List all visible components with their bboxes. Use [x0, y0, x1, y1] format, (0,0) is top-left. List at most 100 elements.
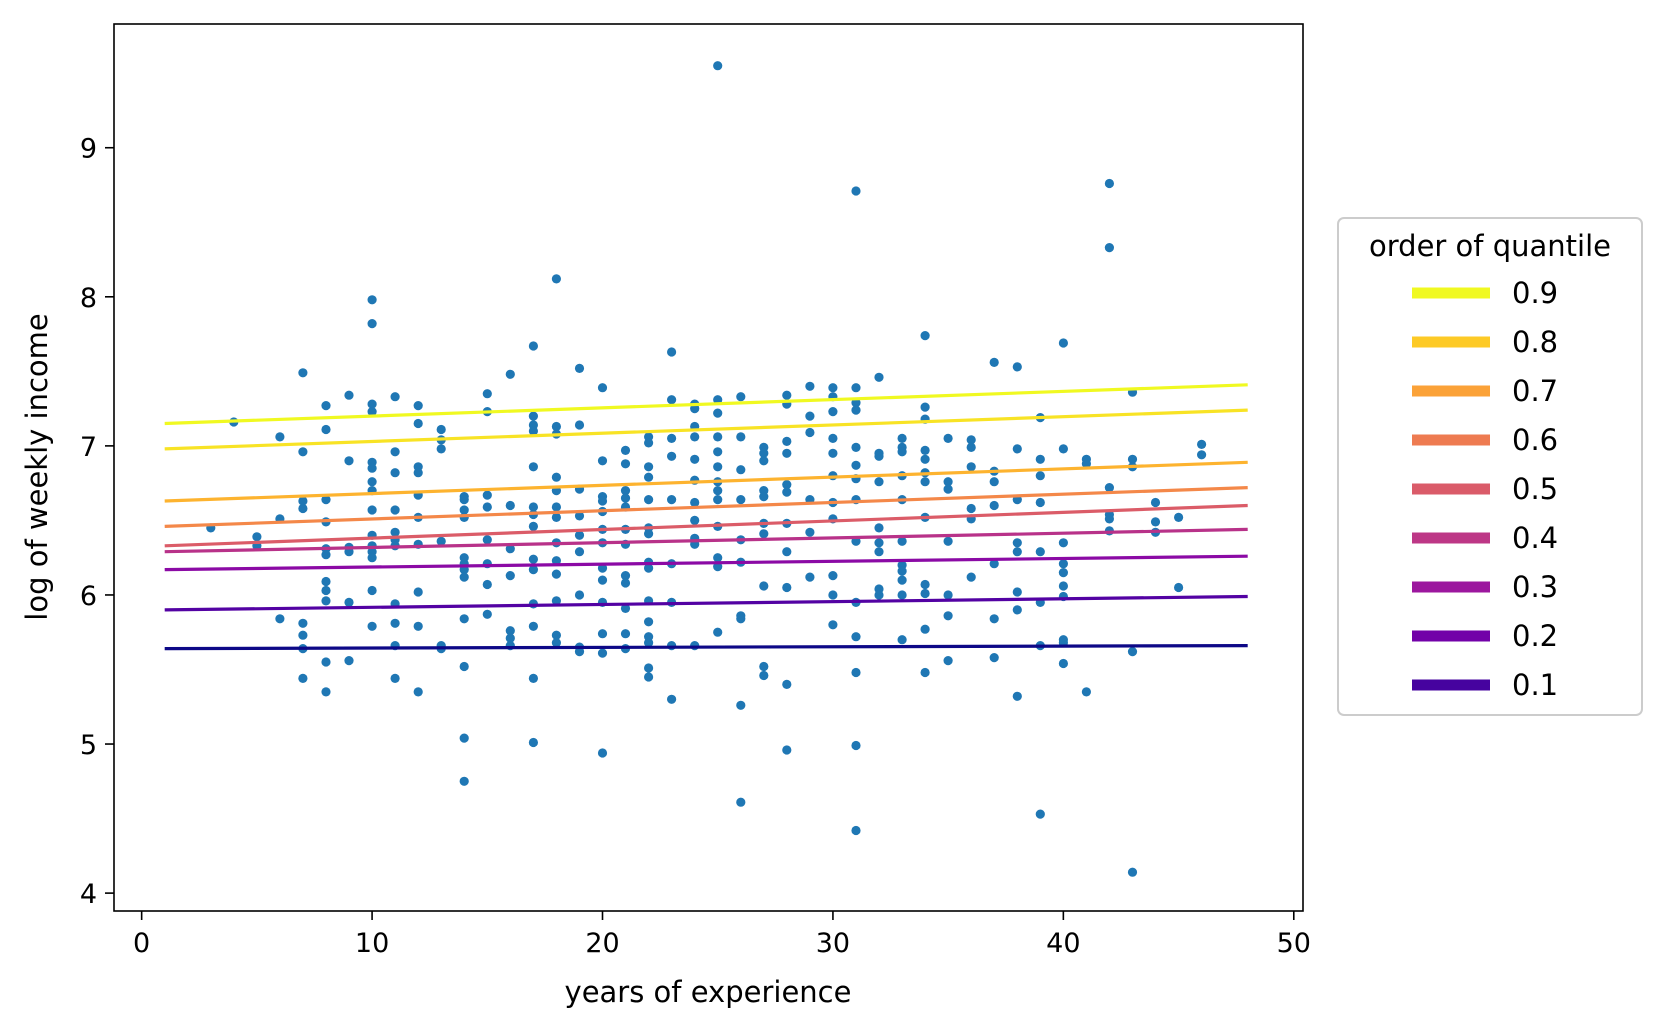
data-point — [597, 629, 608, 639]
data-point — [528, 462, 539, 472]
data-point — [551, 569, 562, 579]
data-point — [620, 578, 631, 588]
data-point — [321, 585, 331, 596]
data-point — [298, 496, 308, 506]
data-point — [275, 432, 285, 442]
data-point — [482, 609, 492, 619]
y-axis-label: log of weekly income — [20, 313, 54, 620]
data-point — [574, 420, 585, 430]
data-point — [1127, 454, 1138, 464]
data-point — [390, 505, 400, 515]
data-point — [620, 459, 631, 469]
data-point — [874, 547, 884, 557]
data-point — [1012, 605, 1022, 615]
data-point — [367, 553, 377, 563]
data-point — [1012, 362, 1022, 372]
data-point — [690, 497, 700, 508]
data-point — [989, 357, 999, 367]
y-tick-label: 8 — [80, 283, 97, 314]
data-point — [759, 670, 769, 681]
data-point — [597, 748, 608, 758]
data-point — [321, 401, 331, 411]
data-point — [620, 445, 631, 455]
data-point — [644, 438, 654, 448]
data-point — [482, 579, 492, 590]
data-point — [805, 527, 815, 537]
data-point — [1127, 867, 1138, 877]
data-point — [436, 536, 446, 546]
data-point — [298, 673, 308, 684]
data-point — [782, 487, 792, 497]
legend-label-0.3: 0.3 — [1512, 570, 1558, 604]
data-point — [505, 369, 515, 379]
data-point — [482, 490, 492, 500]
data-point — [805, 411, 815, 421]
data-point — [321, 495, 331, 505]
data-point — [1058, 444, 1068, 454]
data-point — [1058, 538, 1068, 548]
data-point — [713, 627, 723, 637]
data-point — [966, 435, 976, 445]
data-point — [459, 661, 469, 672]
data-point — [413, 687, 423, 697]
data-point — [574, 547, 585, 557]
x-tick-label: 10 — [355, 928, 389, 959]
data-point — [505, 544, 515, 554]
data-point — [459, 776, 469, 786]
data-point — [344, 597, 354, 608]
data-point — [1150, 497, 1161, 508]
data-point — [713, 462, 723, 472]
data-point — [551, 421, 562, 432]
data-point — [828, 407, 838, 417]
data-point — [344, 390, 354, 400]
legend-label-0.7: 0.7 — [1512, 374, 1558, 408]
legend-label-0.1: 0.1 — [1512, 668, 1558, 702]
data-point — [1058, 658, 1068, 669]
data-point — [897, 575, 907, 585]
data-point — [713, 395, 723, 405]
data-point — [528, 426, 539, 436]
data-point — [759, 529, 769, 539]
data-point — [828, 590, 838, 600]
data-point — [459, 733, 469, 743]
data-point — [851, 825, 861, 836]
data-point — [943, 484, 953, 494]
data-point — [782, 679, 792, 690]
data-point — [1035, 454, 1045, 464]
data-point — [321, 576, 331, 587]
data-point — [782, 390, 792, 400]
data-point — [874, 372, 884, 382]
data-point — [597, 456, 608, 466]
data-point — [759, 456, 769, 466]
data-point — [989, 559, 999, 569]
data-point — [551, 596, 562, 606]
data-point — [713, 447, 723, 457]
data-point — [390, 392, 400, 402]
data-point — [597, 648, 608, 658]
data-point — [275, 614, 285, 624]
x-axis-ticks: 0 10 20 30 40 50 — [133, 911, 1311, 959]
data-point — [551, 638, 562, 648]
data-point — [367, 477, 377, 487]
data-point — [367, 399, 377, 409]
data-point — [851, 405, 861, 415]
data-point — [1035, 809, 1045, 819]
data-point — [874, 538, 884, 548]
axes-frame — [113, 23, 1304, 912]
data-point — [597, 575, 608, 585]
data-point — [321, 687, 331, 697]
data-point — [551, 512, 562, 523]
quantile-line-0.9 — [164, 383, 1248, 426]
data-point — [528, 621, 539, 631]
data-point — [1150, 517, 1161, 527]
data-point — [943, 611, 953, 621]
data-point — [505, 571, 515, 581]
data-point — [505, 626, 515, 636]
data-point — [644, 638, 654, 648]
x-tick-label: 0 — [133, 928, 150, 959]
data-point — [713, 408, 723, 418]
data-point — [943, 433, 953, 443]
data-point — [413, 418, 423, 429]
y-tick-label: 7 — [80, 432, 97, 463]
